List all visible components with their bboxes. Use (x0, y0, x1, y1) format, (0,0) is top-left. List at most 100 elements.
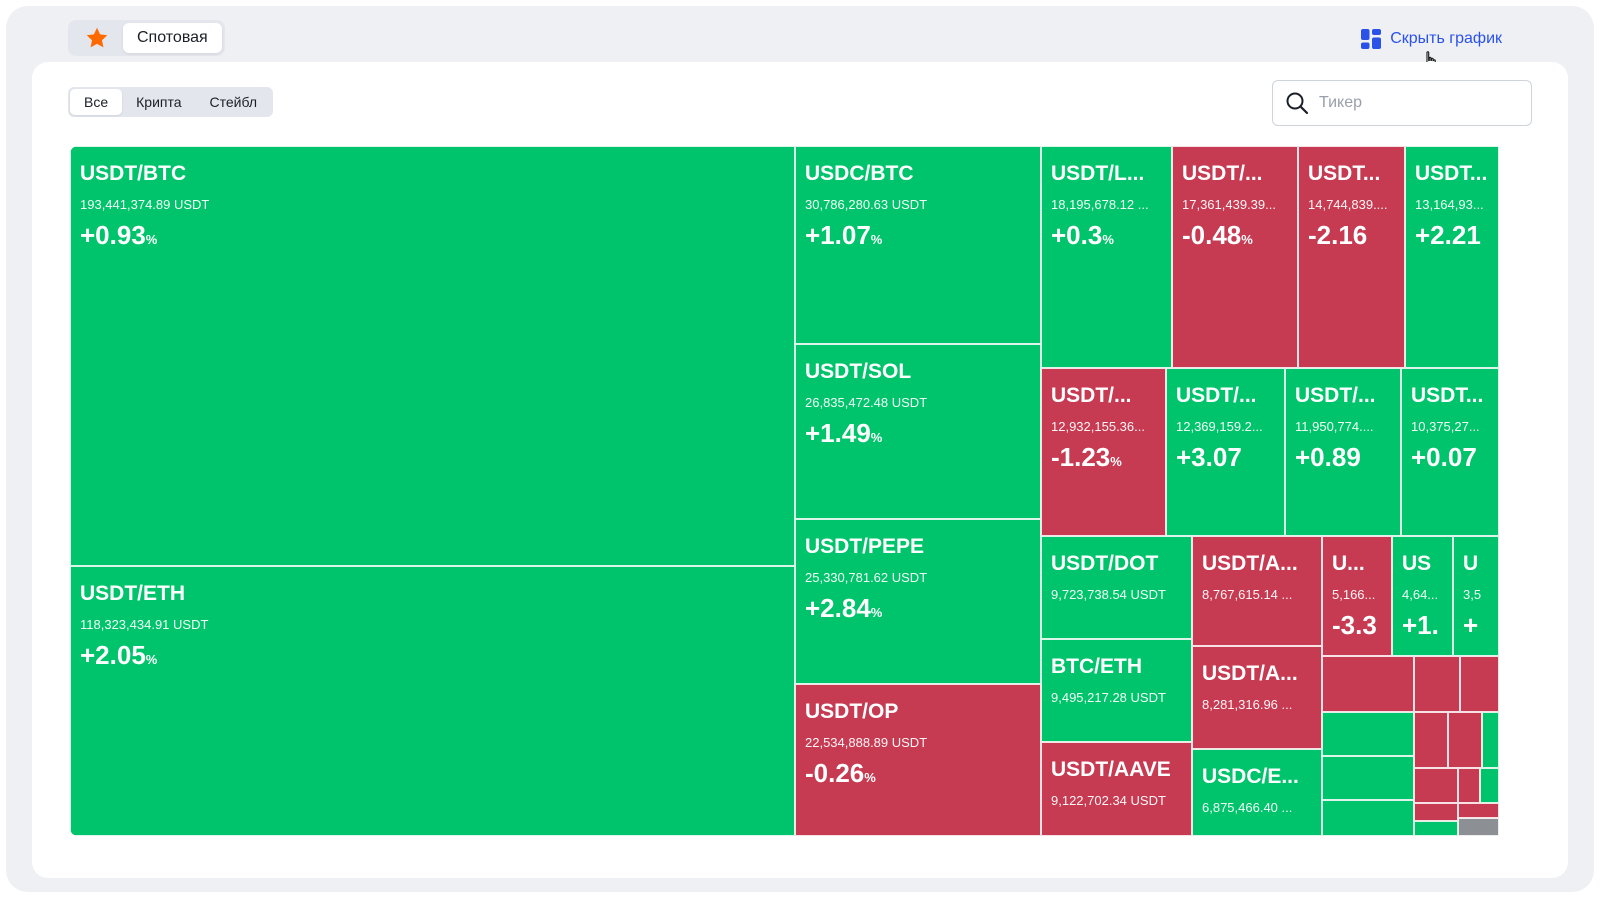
tile-percent-sign: % (1110, 454, 1122, 469)
grid-icon (1361, 29, 1382, 49)
tile-volume: 4,64... (1402, 587, 1439, 602)
tile-volume: 193,441,374.89 USDT (80, 197, 210, 212)
tile-change-value: +2.84 (805, 593, 871, 623)
tile-symbol: USDT/DOT (1051, 552, 1159, 575)
tile-symbol: U... (1332, 552, 1365, 575)
treemap-tile[interactable]: USDT... 14,744,839.... -2.16 (1298, 146, 1405, 368)
treemap-tile[interactable]: USDT/L... 18,195,678.12 ... +0.3% (1041, 146, 1172, 368)
tile-change: +1. (1402, 610, 1439, 641)
tile-change-value: +2.05 (80, 640, 146, 670)
treemap-tile[interactable]: USDC/E... 6,875,466.40 ... (1192, 749, 1322, 836)
favorites-tab[interactable] (71, 23, 123, 53)
tile-symbol: USDT/SOL (805, 360, 912, 383)
tile-symbol: USDT/ETH (80, 582, 185, 605)
tile-symbol: USDT/... (1051, 384, 1132, 407)
tile-symbol: USDT/L... (1051, 162, 1145, 185)
treemap-chart: USDT/BTC 193,441,374.89 USDT +0.93% USDT/ET… (70, 146, 1530, 836)
treemap-tile[interactable]: USDT/PEPE 25,330,781.62 USDT +2.84% (795, 519, 1041, 684)
tile-change-value: +3.07 (1176, 442, 1242, 472)
treemap-tile[interactable] (1414, 803, 1458, 821)
treemap-tile[interactable] (1414, 712, 1448, 768)
tile-change: +0.89 (1295, 442, 1361, 473)
tile-symbol: USDT/BTC (80, 162, 187, 185)
treemap-tile[interactable] (1322, 800, 1414, 836)
tile-symbol: USDT/... (1295, 384, 1376, 407)
treemap-tile[interactable] (1322, 756, 1414, 800)
tile-change-value: +0.93 (80, 220, 146, 250)
treemap-tile[interactable] (1448, 712, 1482, 768)
treemap-tile[interactable]: USDT/OP 22,534,888.89 USDT -0.26% (795, 684, 1041, 836)
tile-symbol: U (1463, 552, 1479, 575)
treemap-tile[interactable]: BTC/ETH 9,495,217.28 USDT (1041, 639, 1192, 742)
filter-stable[interactable]: Стейбл (209, 94, 258, 110)
treemap-tile[interactable]: USDT/ETH 118,323,434.91 USDT +2.05% (70, 566, 795, 836)
filter-crypto[interactable]: Крипта (136, 94, 182, 110)
treemap-tile[interactable]: USDT/... 12,369,159.2... +3.07 (1166, 368, 1285, 536)
tile-volume: 3,5 (1463, 587, 1482, 602)
tile-change-value: -1.23 (1051, 442, 1111, 472)
treemap-tile[interactable] (1322, 712, 1414, 756)
tile-change-value: +2.21 (1415, 220, 1481, 250)
tile-change: + (1463, 610, 1478, 641)
tile-change: -3.3 (1332, 610, 1377, 641)
tile-volume: 13,164,93... (1415, 197, 1484, 212)
tile-change: +2.84% (805, 593, 882, 624)
tile-change-value: -2.16 (1308, 220, 1368, 250)
treemap-tile[interactable]: USDT/SOL 26,835,472.48 USDT +1.49% (795, 344, 1041, 519)
tile-percent-sign: % (864, 770, 876, 785)
treemap-tile[interactable]: USDT/BTC 193,441,374.89 USDT +0.93% (70, 146, 795, 566)
tile-percent-sign: % (145, 652, 158, 667)
market-tabs: Спотовая (68, 20, 225, 56)
tile-change: -0.26% (805, 758, 876, 789)
treemap-tile[interactable]: USDT/A... 8,281,316.96 ... (1192, 646, 1322, 749)
hide-chart-link[interactable]: Скрыть график (1360, 28, 1502, 50)
tile-volume: 9,723,738.54 USDT (1051, 587, 1166, 602)
ticker-search (1272, 80, 1532, 126)
tile-change: +2.05% (80, 640, 157, 671)
treemap-tile[interactable]: USDT... 13,164,93... +2.21 (1405, 146, 1499, 368)
tile-symbol: USDT/AAVE (1051, 758, 1171, 781)
treemap-tile[interactable] (1322, 656, 1414, 712)
ticker-search-input[interactable] (1319, 94, 1509, 112)
tile-change-value: +0.89 (1295, 442, 1361, 472)
treemap-tile[interactable]: USDT/A... 8,767,615.14 ... (1192, 536, 1322, 646)
tile-change: +0.3% (1051, 220, 1114, 251)
tile-percent-sign: % (145, 232, 158, 247)
tile-change: +3.07 (1176, 442, 1242, 473)
treemap-tile[interactable] (1480, 768, 1499, 803)
tile-symbol: USDT/PEPE (805, 535, 925, 558)
treemap-tile[interactable]: USDT/... 12,932,155.36... -1.23% (1041, 368, 1166, 536)
treemap-tile[interactable] (1458, 818, 1499, 836)
treemap-tile[interactable] (1414, 821, 1458, 836)
treemap-tile[interactable]: US 4,64... +1. (1392, 536, 1453, 656)
treemap-tile[interactable] (1460, 656, 1499, 712)
tile-change-value: +1.49 (805, 418, 871, 448)
tile-volume: 14,744,839.... (1308, 197, 1388, 212)
filter-group: Все Крипта Стейбл (68, 87, 274, 117)
treemap-tile[interactable]: USDT/DOT 9,723,738.54 USDT (1041, 536, 1192, 639)
tile-change: -2.16 (1308, 220, 1367, 251)
tile-change: +0.93% (80, 220, 157, 251)
tile-percent-sign: % (870, 430, 883, 445)
treemap-tile[interactable]: USDC/BTC 30,786,280.63 USDT +1.07% (795, 146, 1041, 344)
treemap-tile[interactable] (1482, 712, 1499, 768)
tile-percent-sign: % (870, 605, 883, 620)
treemap-tile[interactable] (1458, 803, 1499, 818)
tile-change: -0.48% (1182, 220, 1253, 251)
treemap-tile[interactable] (1414, 656, 1460, 712)
tile-symbol: USDC/E... (1202, 765, 1299, 788)
treemap-tile[interactable]: U... 5,166... -3.3 (1322, 536, 1392, 656)
treemap-tile[interactable]: USDT/... 11,950,774.... +0.89 (1285, 368, 1401, 536)
treemap-tile[interactable]: U 3,5 + (1453, 536, 1499, 656)
tile-change: +1.07% (805, 220, 882, 251)
treemap-tile[interactable]: USDT... 10,375,27... +0.07 (1401, 368, 1499, 536)
treemap-tile[interactable] (1414, 768, 1458, 803)
tile-volume: 9,495,217.28 USDT (1051, 690, 1166, 705)
filter-all[interactable]: Все (70, 89, 123, 115)
tab-spot[interactable]: Спотовая (123, 23, 222, 53)
tile-change-value: -3.3 (1332, 610, 1377, 640)
treemap-tile[interactable]: USDT/... 17,361,439.39... -0.48% (1172, 146, 1298, 368)
treemap-tile[interactable] (1458, 768, 1480, 803)
tile-symbol: USDT/A... (1202, 662, 1298, 685)
treemap-tile[interactable]: USDT/AAVE 9,122,702.34 USDT (1041, 742, 1192, 836)
